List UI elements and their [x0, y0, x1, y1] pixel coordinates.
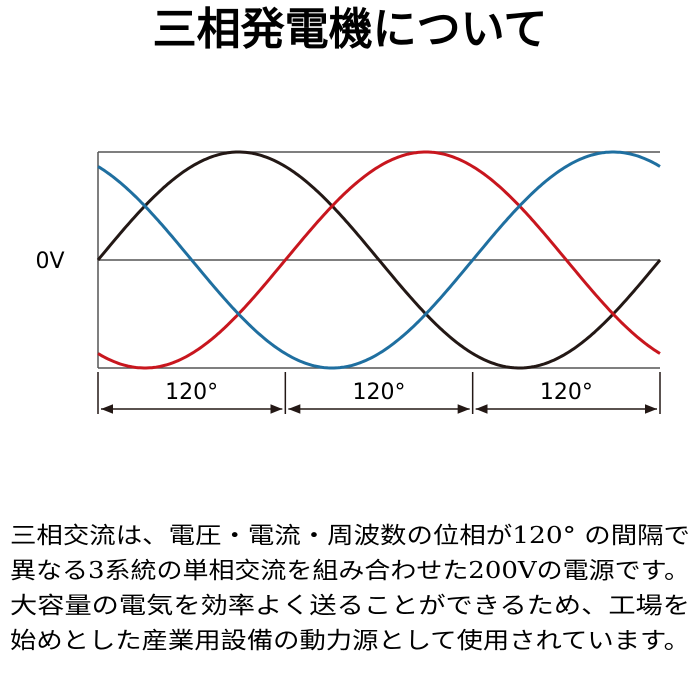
paragraph-line: 始めとした産業用設備の動力源として使用されています。 [10, 628, 690, 654]
paragraph-line: 三相交流は、電圧・電流・周波数の位相が120° の間隔で [10, 523, 690, 549]
black-wave [96, 150, 662, 370]
zero-label: 0V [35, 249, 64, 274]
interval-label: 120° [353, 380, 406, 405]
interval-label: 120° [165, 380, 218, 405]
interval-label: 120° [540, 380, 593, 405]
paragraph-line: 異なる3系統の単相交流を組み合わせた200Vの電源です。 [10, 558, 690, 584]
blue-wave [97, 150, 661, 370]
dimensions: 120° 120° 120° [97, 372, 661, 414]
paragraph: 三相交流は、電圧・電流・周波数の位相が120° の間隔で異なる3系統の単相交流を… [10, 523, 690, 654]
title: 三相発電機について [153, 4, 548, 55]
waves [96, 150, 662, 370]
red-wave [97, 150, 661, 370]
paragraph-line: 大容量の電気を効率よく送ることができるため、工場を [10, 593, 690, 619]
